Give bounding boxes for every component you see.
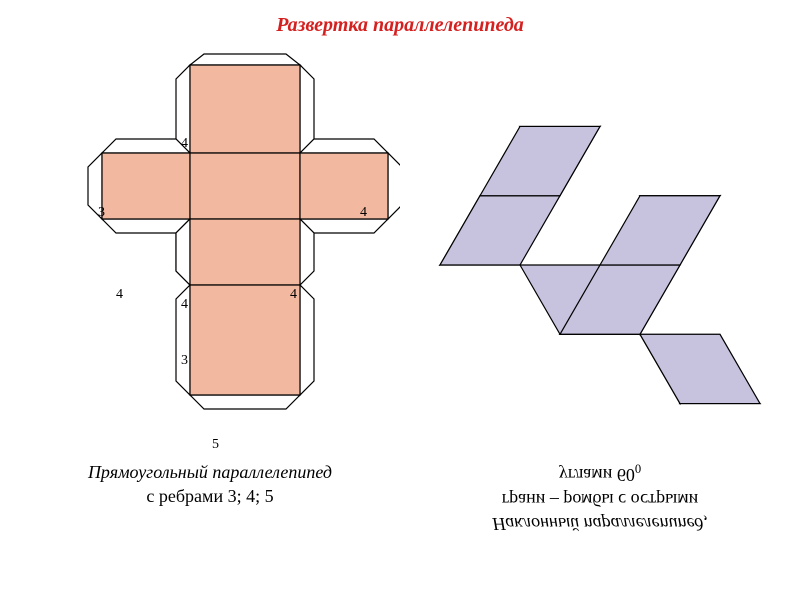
svg-text:4: 4 <box>116 287 123 302</box>
oblique-net-svg <box>400 40 790 420</box>
caption-rect-line2: с ребрами 3; 4; 5 <box>60 484 360 508</box>
svg-text:4: 4 <box>181 297 188 312</box>
svg-text:5: 5 <box>212 437 219 452</box>
caption-oblique-net: Наклонный параллелепипед, грани – ромбы … <box>430 460 770 536</box>
caption-oblique-line3: углами 600 <box>430 460 770 488</box>
svg-text:3: 3 <box>181 353 188 368</box>
svg-text:3: 3 <box>98 205 105 220</box>
caption-oblique-line1: Наклонный параллелепипед, <box>430 512 770 536</box>
rectangular-net-diagram: 4 3 4 4 4 4 3 5 <box>40 50 400 465</box>
svg-text:4: 4 <box>360 205 367 220</box>
svg-text:4: 4 <box>290 287 297 302</box>
caption-rect-net: Прямоугольный параллелепипед с ребрами 3… <box>60 460 360 509</box>
title-text: Развертка параллелепипеда <box>276 14 524 36</box>
caption-oblique-line2: грани – ромбы с острыми <box>430 488 770 512</box>
caption-oblique-line3-prefix: углами 60 <box>559 466 635 486</box>
caption-oblique-line3-sub: 0 <box>635 462 641 476</box>
caption-rect-line1: Прямоугольный параллелепипед <box>60 460 360 484</box>
oblique-net-diagram <box>400 40 790 425</box>
rect-net-svg: 4 3 4 4 4 4 3 5 <box>40 50 400 460</box>
svg-text:4: 4 <box>181 136 188 151</box>
page-title: Развертка параллелепипеда <box>0 14 800 37</box>
